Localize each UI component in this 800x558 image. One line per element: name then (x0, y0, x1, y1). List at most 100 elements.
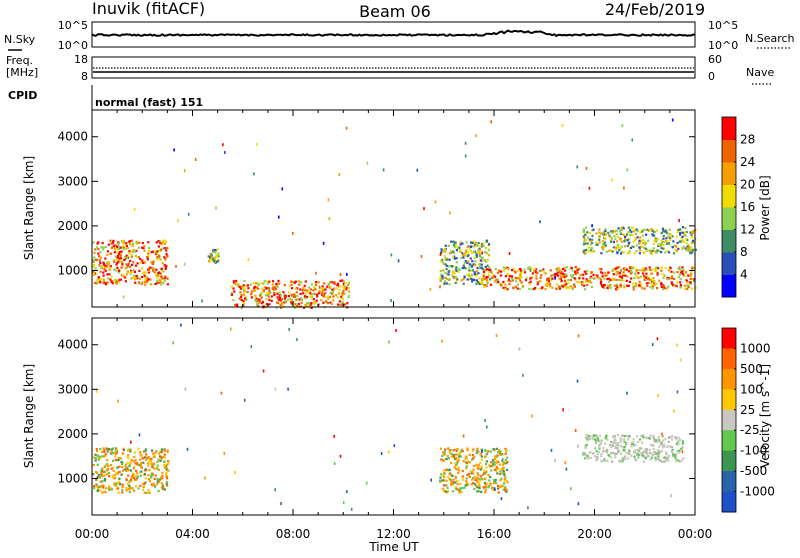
data-cell (574, 270, 577, 273)
data-cell (636, 451, 639, 455)
data-cell (591, 437, 594, 441)
data-cell (130, 480, 133, 483)
data-cell (284, 300, 287, 303)
data-cell (643, 240, 646, 243)
data-cell (639, 236, 642, 239)
data-cell (641, 229, 644, 232)
data-cell (128, 490, 131, 494)
data-cell (342, 285, 345, 288)
data-cell (656, 229, 659, 232)
data-cell (475, 253, 478, 257)
data-cell (655, 440, 658, 443)
data-cell (661, 229, 665, 232)
data-cell (622, 438, 625, 441)
data-cell (156, 256, 159, 259)
y-tick-label: 4000 (57, 338, 88, 352)
data-cell (455, 257, 458, 260)
data-cell (621, 434, 624, 437)
data-cell (589, 451, 592, 454)
data-cell (517, 277, 520, 280)
sparse-cell (486, 425, 488, 429)
data-cell (143, 261, 147, 264)
data-cell (477, 464, 480, 467)
data-cell (102, 278, 105, 281)
data-cell (97, 486, 100, 489)
data-cell (596, 457, 599, 460)
data-cell (126, 264, 129, 267)
data-cell (112, 466, 115, 469)
data-cell (655, 237, 658, 240)
data-cell (633, 455, 636, 458)
data-cell (118, 470, 121, 473)
data-cell (265, 298, 268, 301)
data-cell (104, 477, 107, 481)
data-cell (656, 287, 659, 290)
data-cell (447, 457, 450, 460)
data-cell (116, 261, 119, 264)
data-cell (155, 250, 159, 253)
data-cell (141, 275, 144, 279)
data-cell (488, 271, 491, 274)
data-cell (569, 267, 572, 270)
data-cell (111, 447, 114, 450)
data-cell (99, 447, 102, 451)
data-cell (685, 230, 688, 234)
data-cell (569, 285, 572, 288)
data-cell (141, 241, 144, 245)
data-cell (323, 282, 326, 285)
data-cell (140, 282, 143, 285)
data-cell (217, 255, 220, 258)
data-cell (96, 454, 99, 457)
data-cell (213, 249, 216, 252)
data-cell (571, 269, 574, 272)
data-cell (583, 270, 586, 273)
data-cell (128, 240, 132, 243)
data-cell (690, 246, 693, 249)
data-cell (611, 269, 614, 272)
data-cell (108, 273, 111, 276)
data-cell (473, 278, 476, 282)
data-cell (495, 466, 498, 469)
data-cell (573, 285, 576, 288)
data-cell (150, 476, 153, 479)
data-cell (106, 253, 109, 256)
colorbar-tick-label: 12 (740, 223, 755, 237)
data-cell (635, 244, 638, 247)
data-cell (461, 486, 464, 490)
data-cell (445, 282, 448, 285)
data-cell (473, 256, 476, 260)
data-cell (142, 450, 146, 453)
data-cell (483, 278, 486, 281)
data-cell (584, 288, 587, 291)
data-cell (152, 261, 155, 264)
data-cell (130, 478, 133, 481)
colorbar-frame (721, 327, 737, 513)
data-cell (596, 456, 599, 459)
data-cell (310, 306, 313, 309)
data-cell (249, 283, 252, 286)
data-cell (158, 240, 161, 243)
data-cell (636, 453, 639, 456)
data-cell (675, 438, 678, 441)
data-cell (638, 280, 641, 283)
data-cell (134, 462, 137, 465)
data-cell (487, 449, 490, 453)
data-cell (641, 272, 645, 275)
data-cell (502, 462, 505, 465)
data-cell (570, 276, 573, 279)
data-cell (238, 285, 241, 288)
data-cell (472, 476, 475, 480)
data-cell (620, 226, 623, 229)
sparse-cell (387, 450, 390, 454)
data-cell (126, 461, 129, 464)
data-cell (113, 482, 116, 485)
data-cell (494, 455, 497, 458)
data-cell (649, 278, 652, 281)
data-cell (502, 266, 505, 269)
data-cell (240, 285, 243, 288)
data-cell (487, 243, 491, 246)
data-cell (476, 251, 479, 254)
data-cell (590, 456, 593, 459)
data-cell (617, 278, 621, 282)
